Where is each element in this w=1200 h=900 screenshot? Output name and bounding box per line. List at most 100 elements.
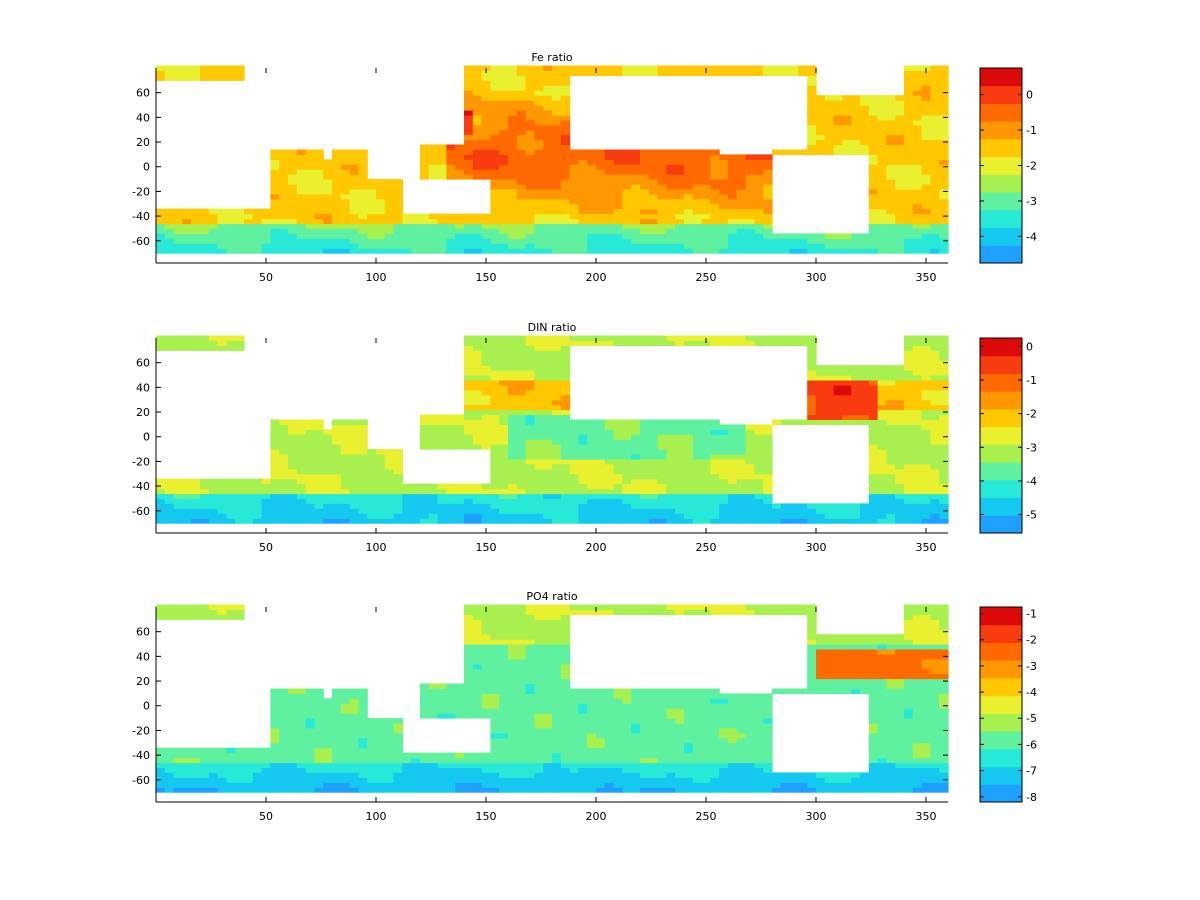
heatmap-cell bbox=[516, 708, 527, 714]
heatmap-cell bbox=[499, 238, 509, 244]
heatmap-cell bbox=[217, 609, 227, 615]
heatmap-cell bbox=[235, 747, 245, 754]
heatmap-cell bbox=[288, 444, 298, 450]
heatmap-cell bbox=[490, 159, 500, 165]
heatmap-cell bbox=[552, 752, 562, 759]
heatmap-cell bbox=[508, 134, 518, 141]
heatmap-cell bbox=[657, 149, 667, 155]
heatmap-cell bbox=[261, 208, 271, 215]
heatmap-cell bbox=[200, 208, 210, 215]
heatmap-cell bbox=[736, 203, 747, 210]
heatmap-cell bbox=[807, 139, 817, 146]
heatmap-cell bbox=[464, 340, 474, 346]
heatmap-cell bbox=[490, 604, 500, 610]
heatmap-cell bbox=[692, 223, 703, 229]
colorbar-frame bbox=[979, 337, 1023, 534]
heatmap-cell bbox=[930, 384, 940, 391]
heatmap-cell bbox=[472, 609, 483, 615]
heatmap-cell bbox=[692, 174, 703, 180]
heatmap-cell bbox=[604, 213, 615, 220]
heatmap-cell bbox=[939, 75, 949, 81]
x-tick-label: 300 bbox=[806, 271, 827, 284]
x-tick-label: 50 bbox=[259, 541, 273, 554]
heatmap-cell bbox=[543, 762, 553, 768]
heatmap-cell bbox=[560, 129, 571, 136]
heatmap-cell bbox=[490, 629, 500, 635]
heatmap-cell bbox=[323, 718, 333, 724]
heatmap-cell bbox=[560, 248, 571, 254]
heatmap-cell bbox=[446, 688, 456, 694]
heatmap-cell bbox=[728, 468, 738, 475]
heatmap-cell bbox=[921, 149, 931, 155]
heatmap-cell bbox=[543, 389, 553, 396]
heatmap-cell bbox=[631, 149, 641, 155]
heatmap-cell bbox=[525, 164, 535, 170]
heatmap-cell bbox=[332, 493, 342, 499]
heatmap-cell bbox=[499, 80, 509, 86]
heatmap-cell bbox=[226, 488, 236, 495]
heatmap-cell bbox=[481, 703, 491, 709]
heatmap-cell bbox=[860, 365, 870, 371]
heatmap-cell bbox=[437, 238, 447, 244]
heatmap-cell bbox=[657, 493, 667, 499]
heatmap-cell bbox=[763, 223, 773, 229]
heatmap-cell bbox=[516, 95, 527, 101]
heatmap-cell bbox=[657, 488, 667, 495]
heatmap-cell bbox=[464, 668, 474, 675]
heatmap-cell bbox=[675, 419, 685, 425]
heatmap-cell bbox=[930, 444, 940, 450]
heatmap-cell bbox=[640, 518, 650, 524]
heatmap-cell bbox=[860, 114, 870, 121]
heatmap-cell bbox=[552, 169, 562, 175]
heatmap-cell bbox=[226, 787, 236, 793]
heatmap-cell bbox=[868, 473, 879, 480]
heatmap-cell bbox=[516, 370, 527, 376]
heatmap-cell bbox=[613, 228, 623, 234]
heatmap-cell bbox=[349, 444, 359, 450]
heatmap-cell bbox=[842, 114, 852, 121]
heatmap-cell bbox=[384, 772, 395, 778]
heatmap-cell bbox=[164, 508, 175, 514]
heatmap-cell bbox=[384, 518, 395, 524]
heatmap-cell bbox=[745, 223, 755, 229]
heatmap-cell bbox=[182, 518, 192, 524]
heatmap-cell bbox=[349, 698, 359, 704]
heatmap-cell bbox=[191, 604, 201, 610]
heatmap-cell bbox=[604, 458, 615, 465]
heatmap-cell bbox=[261, 478, 271, 485]
heatmap-cell bbox=[323, 747, 333, 754]
heatmap-cell bbox=[296, 488, 307, 495]
heatmap-cell bbox=[604, 233, 615, 239]
heatmap-cell bbox=[270, 742, 280, 749]
heatmap-cell bbox=[710, 248, 720, 254]
heatmap-cell bbox=[675, 248, 685, 254]
heatmap-cell bbox=[543, 478, 553, 485]
heatmap-cell bbox=[719, 488, 729, 495]
heatmap-cell bbox=[824, 370, 835, 376]
heatmap-cell bbox=[543, 350, 553, 356]
heatmap-cell bbox=[156, 762, 166, 768]
heatmap-cell bbox=[816, 233, 826, 239]
heatmap-cell bbox=[411, 243, 421, 249]
heatmap-cell bbox=[912, 380, 923, 386]
heatmap-cell bbox=[464, 119, 474, 126]
heatmap-cell bbox=[543, 100, 553, 106]
heatmap-cell bbox=[402, 503, 412, 509]
heatmap-cell bbox=[543, 508, 553, 514]
heatmap-cell bbox=[578, 70, 588, 76]
heatmap-cell bbox=[516, 110, 527, 116]
heatmap-cell bbox=[323, 238, 333, 244]
heatmap-cell bbox=[472, 174, 483, 180]
heatmap-cell bbox=[428, 703, 439, 709]
heatmap-cell bbox=[868, 223, 879, 229]
heatmap-cell bbox=[904, 468, 914, 475]
heatmap-cell bbox=[508, 184, 518, 190]
heatmap-cell bbox=[235, 223, 245, 229]
chart-title: Fe ratio bbox=[531, 51, 573, 64]
heatmap-cell bbox=[578, 248, 588, 254]
heatmap-cell bbox=[481, 678, 491, 685]
heatmap-cell bbox=[226, 228, 236, 234]
heatmap-cell bbox=[499, 513, 509, 519]
heatmap-cell bbox=[904, 110, 914, 116]
heatmap-cell bbox=[912, 243, 923, 249]
